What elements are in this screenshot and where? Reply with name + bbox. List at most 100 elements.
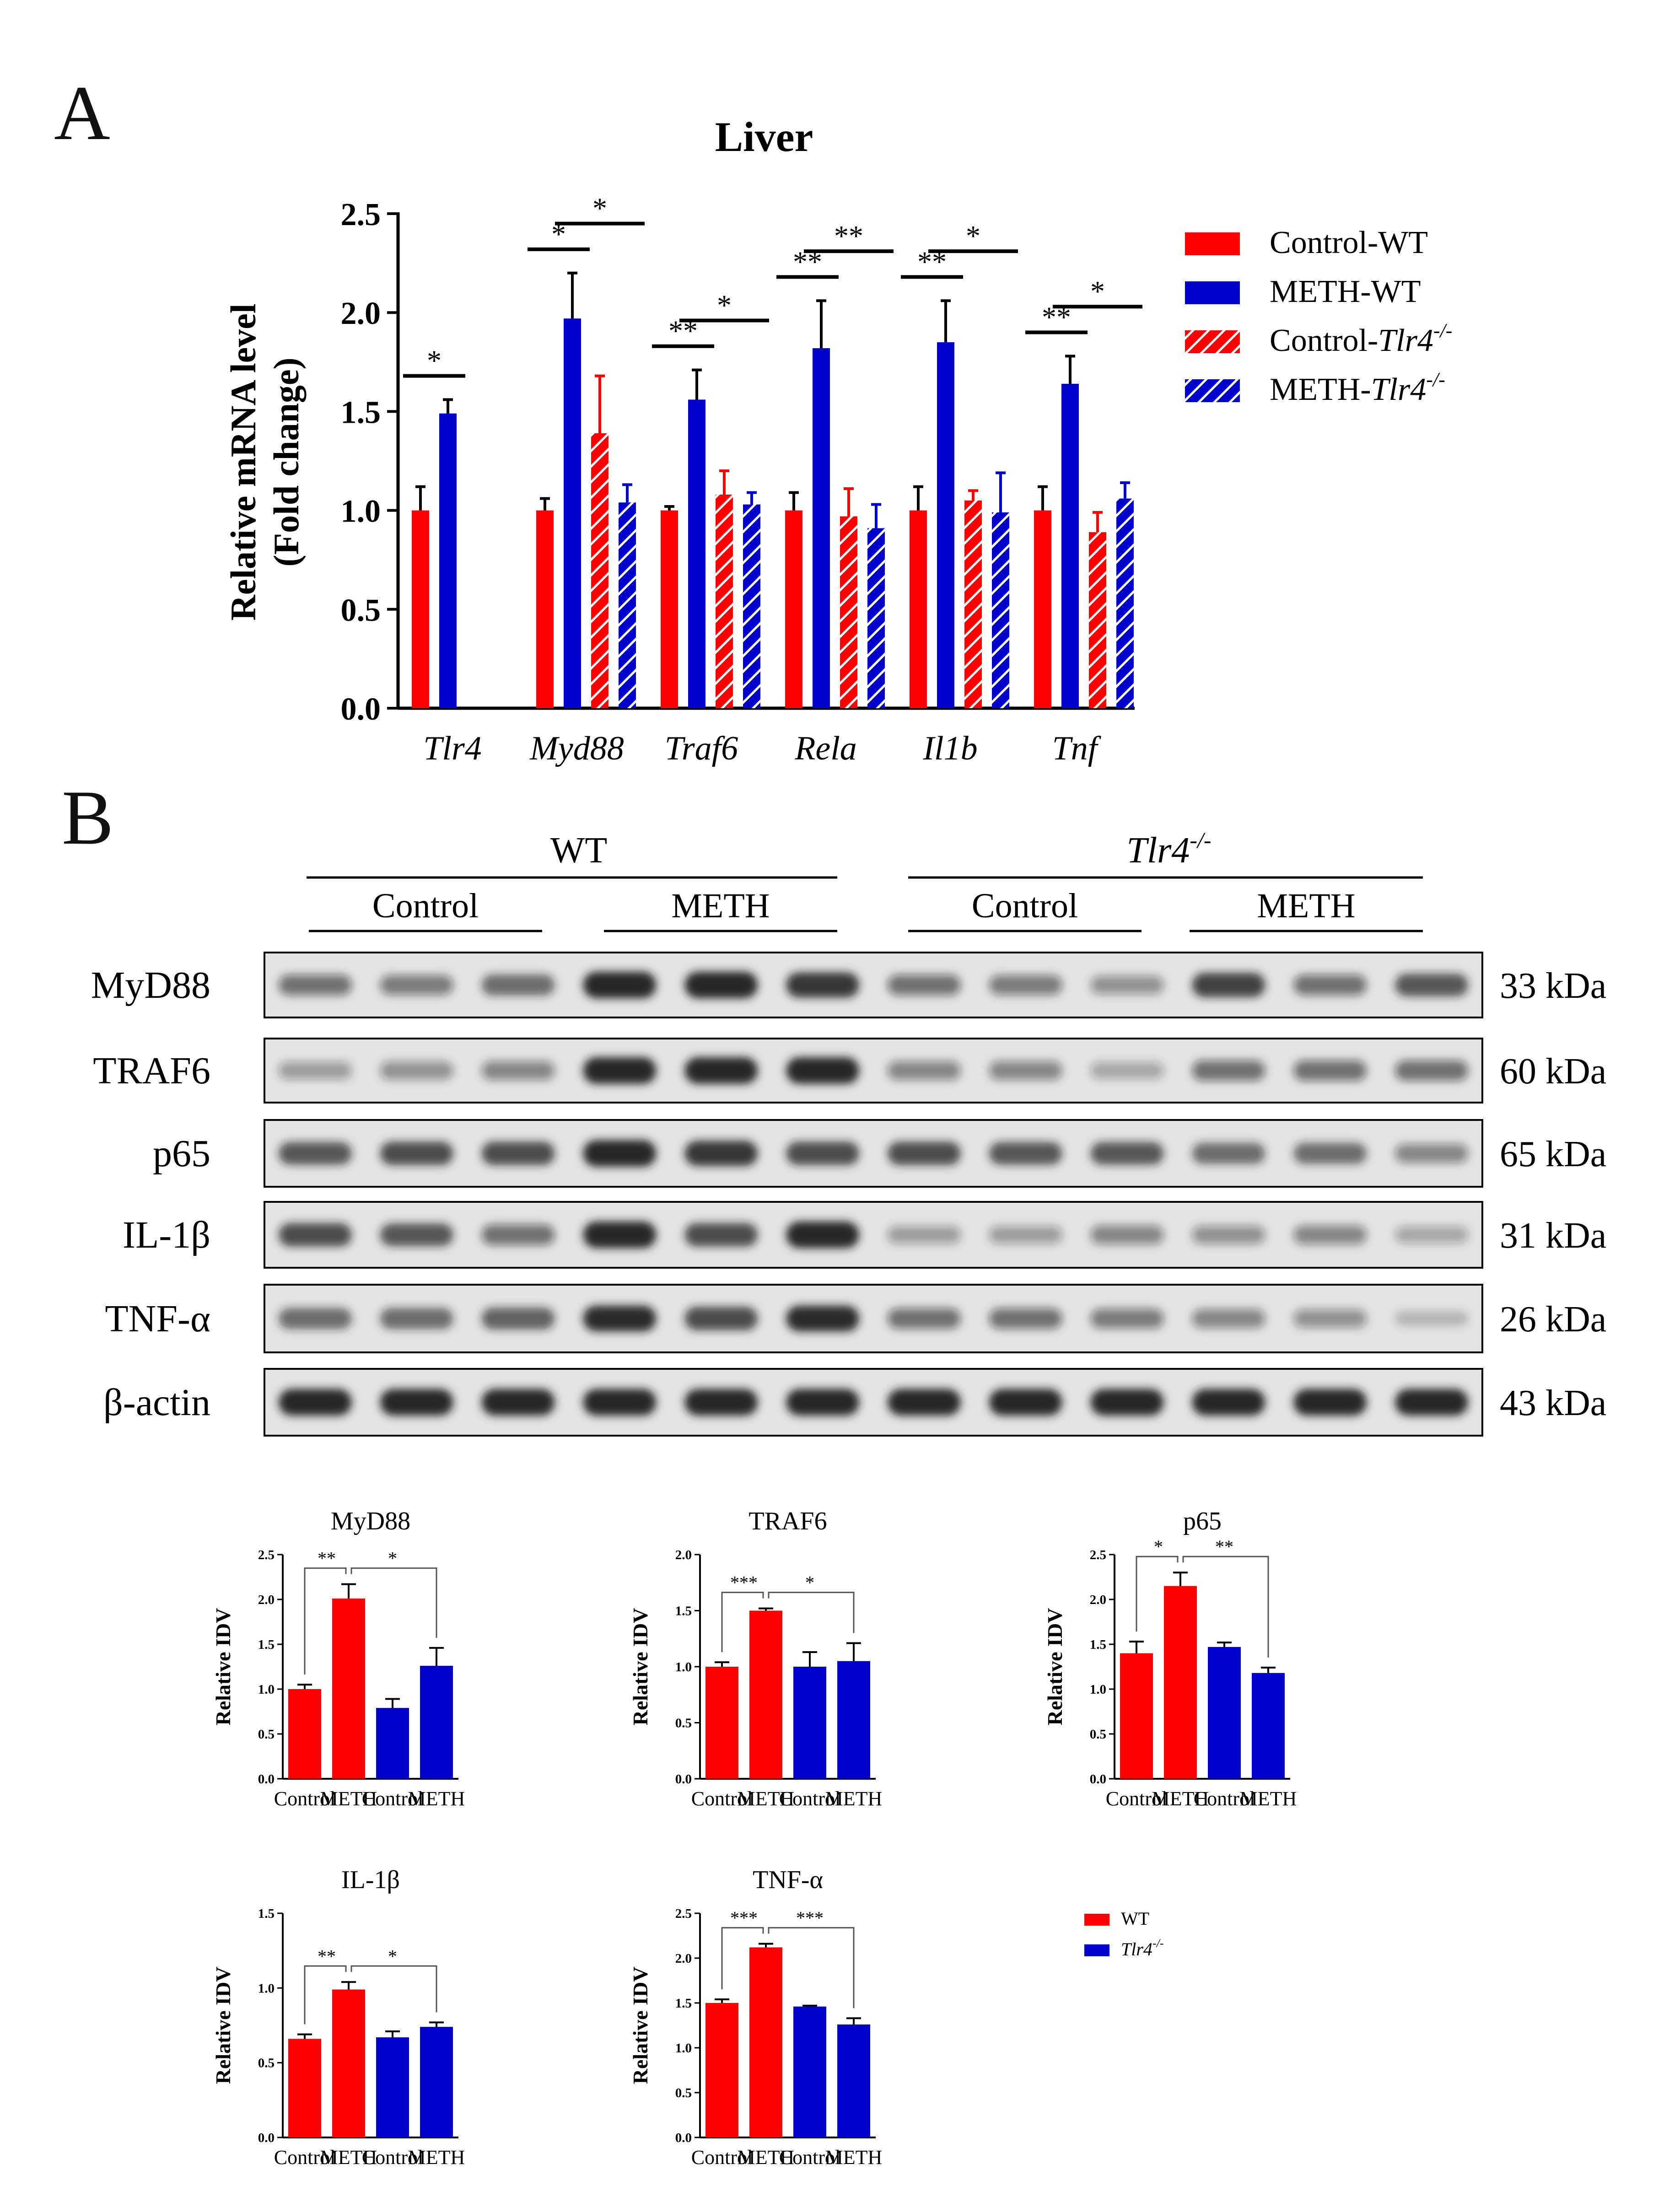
quant-chart-y-tick-label: 1.0 xyxy=(258,1682,275,1697)
quant-chart-title: TRAF6 xyxy=(748,1507,827,1535)
panel-letter-b: B xyxy=(62,775,114,861)
quant-chart-title: p65 xyxy=(1183,1507,1222,1535)
chart-a-bar xyxy=(937,342,954,708)
blot-row-label: TRAF6 xyxy=(93,1050,210,1092)
quant-chart-x-tick-label: METH xyxy=(825,1787,883,1810)
quant-chart-sig-label: ** xyxy=(318,1946,336,1966)
small-legend-swatch-ko xyxy=(1084,1944,1109,1956)
chart-a-y-tick-label: 1.0 xyxy=(341,494,381,529)
quant-chart-y-tick-label: 2.0 xyxy=(675,1548,692,1562)
legend-swatch-control-ko xyxy=(1185,330,1240,353)
blot-band xyxy=(279,1142,352,1165)
quant-chart-bar xyxy=(420,2027,453,2137)
chart-a-x-tick-labels: Tlr4 Myd88 Traf6 Rela Il1b Tnf xyxy=(423,730,1102,767)
quant-chart-sig-label: *** xyxy=(796,1908,824,1928)
quant-chart-x-tick-label: Control xyxy=(779,2146,840,2169)
blot-band xyxy=(380,1308,453,1330)
chart-a-significance: **************** xyxy=(403,192,1142,378)
blot-band xyxy=(1293,1060,1367,1081)
blot-row-kda: 43 kDa xyxy=(1500,1383,1606,1423)
chart-a-x-tick-label: Rela xyxy=(794,730,857,767)
blot-group-label: METH xyxy=(1257,887,1355,925)
blot-band xyxy=(888,1389,961,1416)
panel-letter-a: A xyxy=(54,70,110,156)
legend-label-control-wt: Control-WT xyxy=(1270,225,1428,260)
legend-label-meth-ko-gene: Tlr4 xyxy=(1371,372,1427,407)
chart-a-ylabel-line2: (Fold change) xyxy=(266,357,306,566)
blot-band xyxy=(583,1389,657,1416)
quant-chart-bar xyxy=(376,1708,409,1779)
blot-band xyxy=(1395,974,1468,996)
chart-a-bar xyxy=(840,516,857,708)
small-legend-ko-gene: Tlr4 xyxy=(1121,1939,1152,1959)
quant-chart-x-tick-label: Control xyxy=(274,1787,335,1810)
legend-label-control-ko-sup: -/- xyxy=(1433,319,1453,342)
chart-a-sig-label: * xyxy=(427,345,442,377)
blot-band xyxy=(888,974,961,996)
quant-chart-x-tick-label: Control xyxy=(362,2146,423,2169)
quant-chart-sig-bracket xyxy=(1136,1556,1179,1632)
blot-strip xyxy=(264,952,1483,1018)
quant-chart-y-tick-label: 1.0 xyxy=(1090,1682,1106,1697)
blot-band xyxy=(1192,1226,1265,1244)
blot-band xyxy=(481,1389,555,1416)
blot-band xyxy=(380,1141,453,1165)
blot-band xyxy=(684,1389,758,1416)
quant-chart-sig-label: ** xyxy=(318,1548,336,1569)
quant-chart-bar xyxy=(376,2037,409,2137)
small-legend-label-wt: WT xyxy=(1121,1908,1149,1929)
blot-band xyxy=(684,1141,758,1166)
chart-a-y-tick-label: 1.5 xyxy=(341,395,381,430)
blot-band xyxy=(786,972,859,998)
blot-row-label: MyD88 xyxy=(91,964,210,1007)
quant-chart-sig-label: * xyxy=(388,1548,397,1569)
chart-a-bar xyxy=(536,510,554,708)
blot-band xyxy=(279,1223,352,1247)
quant-chart-y-tick-label: 1.5 xyxy=(675,1996,692,2011)
blot-band xyxy=(786,1305,859,1332)
quant-chart-sig-bracket xyxy=(304,1965,347,2024)
quant-chart-y-tick-label: 0.5 xyxy=(1090,1727,1106,1742)
quant-chart-x-tick-label: Control xyxy=(362,1787,423,1810)
quant-chart-y-tick-label: 0.0 xyxy=(258,2131,275,2145)
blot-band xyxy=(279,1062,352,1079)
quant-chart-sig-label: * xyxy=(805,1572,814,1593)
quant-chart-bar xyxy=(288,2039,321,2137)
chart-a-bar xyxy=(688,399,705,708)
chart-a-bar xyxy=(1116,498,1134,708)
chart-a-x-tick-label: Traf6 xyxy=(665,730,738,767)
blot-band xyxy=(989,1226,1062,1243)
quant-chart-bar xyxy=(793,2006,826,2137)
blot-band xyxy=(1090,1308,1164,1329)
quant-chart-bar xyxy=(837,1661,870,1779)
quant-chart-y-tick-label: 2.5 xyxy=(258,1548,275,1562)
quant-chart-x-tick-label: METH xyxy=(408,2146,465,2169)
blot-band xyxy=(279,1308,352,1330)
quant-chart-sig-label: *** xyxy=(730,1908,758,1928)
legend-label-control-ko-gene: Tlr4 xyxy=(1378,323,1433,358)
quant-chart-x-tick-label: Control xyxy=(1106,1787,1167,1810)
chart-a-bar xyxy=(992,512,1009,708)
chart-a-y-tick-label: 0.5 xyxy=(341,593,381,628)
chart-a-sig-label: * xyxy=(966,220,980,252)
legend-label-meth-ko: METH-Tlr4-/- xyxy=(1270,368,1445,407)
quant-chart-bar xyxy=(332,1989,365,2137)
blot-ko-gene: Tlr4 xyxy=(1126,830,1190,871)
legend-label-control-ko-prefix: Control- xyxy=(1270,323,1378,358)
quant-chart-ylabel: Relative IDV xyxy=(211,1967,235,2084)
legend-swatch-control-wt xyxy=(1185,232,1240,255)
blot-strip xyxy=(264,1119,1483,1188)
blot-group-label: METH xyxy=(671,887,770,925)
quant-chart-bar xyxy=(288,1689,321,1779)
blot-band xyxy=(989,1308,1062,1329)
blot-wt-label: WT xyxy=(550,830,607,871)
quant-chart-title: MyD88 xyxy=(331,1507,410,1535)
quant-chart-y-tick-label: 0.5 xyxy=(675,2086,692,2100)
chart-a-bar xyxy=(743,504,760,708)
quant-chart-bar xyxy=(1252,1673,1285,1779)
chart-a-bar xyxy=(619,502,636,708)
quant-chart-sig-bracket xyxy=(1182,1556,1269,1658)
legend-swatch-meth-ko xyxy=(1185,379,1240,402)
blot-band xyxy=(684,1307,758,1330)
